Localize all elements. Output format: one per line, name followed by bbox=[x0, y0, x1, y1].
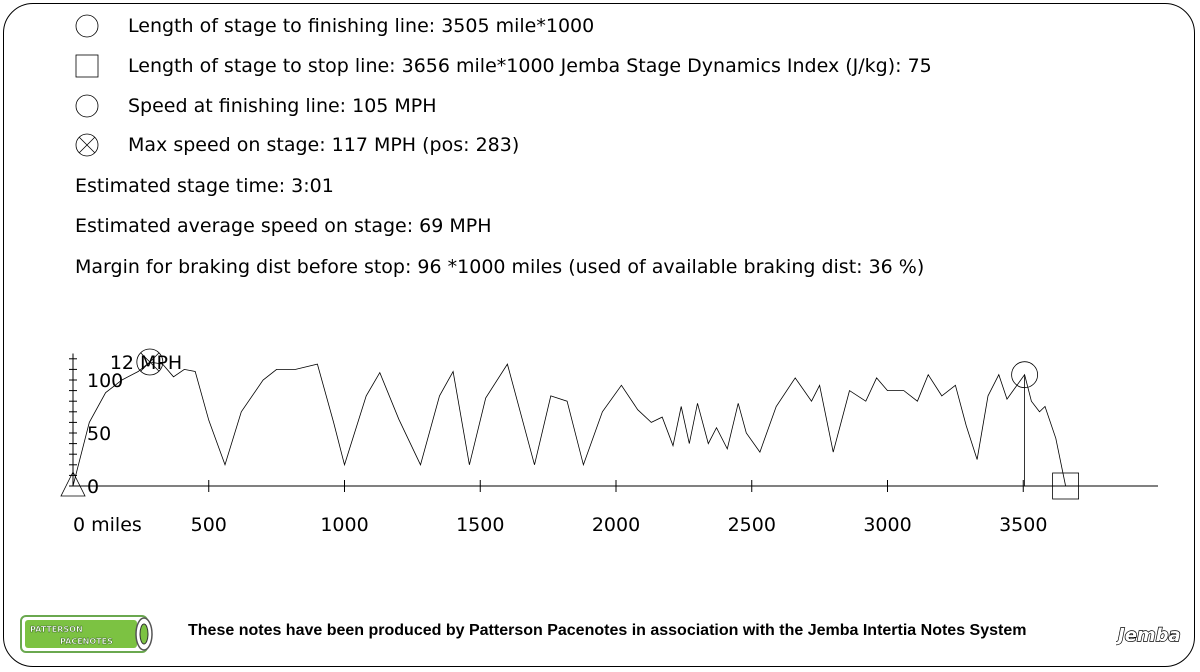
y-tick-label: 0 bbox=[87, 476, 99, 498]
max-speed-marker bbox=[136, 348, 164, 376]
x-tick-label: 3000 bbox=[863, 514, 911, 536]
speed-line bbox=[72, 361, 1066, 487]
start-triangle-marker bbox=[60, 471, 86, 497]
legend-finish-speed: Speed at finishing line: 105 MPH bbox=[128, 95, 437, 117]
circle-icon bbox=[75, 94, 99, 118]
crossed-circle-icon bbox=[75, 133, 99, 157]
x-tick-label: 1000 bbox=[320, 514, 368, 536]
svg-text:Jemba: Jemba bbox=[1116, 625, 1181, 646]
x-tick-label: 2000 bbox=[592, 514, 640, 536]
x-tick-label: 0 miles bbox=[73, 514, 142, 536]
braking-margin: Margin for braking dist before stop: 96 … bbox=[75, 256, 925, 278]
square-icon bbox=[75, 54, 99, 78]
y-tick-label: 50 bbox=[87, 423, 111, 445]
max-speed-label: 12 MPH bbox=[110, 352, 182, 374]
legend-max-speed: Max speed on stage: 117 MPH (pos: 283) bbox=[128, 134, 520, 156]
x-tick-label: 1500 bbox=[456, 514, 504, 536]
stop-square-marker bbox=[1052, 472, 1080, 500]
svg-text:PACENOTES: PACENOTES bbox=[60, 637, 113, 646]
jemba-logo: Jemba bbox=[1116, 624, 1181, 646]
legend-finish-length: Length of stage to finishing line: 3505 … bbox=[128, 15, 595, 37]
footer-credit: These notes have been produced by Patter… bbox=[188, 622, 1027, 639]
svg-text:PATTERSON: PATTERSON bbox=[30, 625, 83, 634]
average-speed: Estimated average speed on stage: 69 MPH bbox=[75, 215, 492, 237]
max-speed-marker-cross bbox=[140, 352, 160, 372]
circle-icon bbox=[75, 14, 99, 38]
patterson-pacenotes-logo: PATTERSON PACENOTES bbox=[20, 615, 153, 653]
stage-time: Estimated stage time: 3:01 bbox=[75, 175, 334, 197]
page-frame bbox=[3, 3, 1195, 667]
legend-stop-length: Length of stage to stop line: 3656 mile*… bbox=[128, 55, 932, 77]
x-tick-label: 3500 bbox=[999, 514, 1047, 536]
x-tick-label: 500 bbox=[191, 514, 227, 536]
x-tick-label: 2500 bbox=[728, 514, 776, 536]
